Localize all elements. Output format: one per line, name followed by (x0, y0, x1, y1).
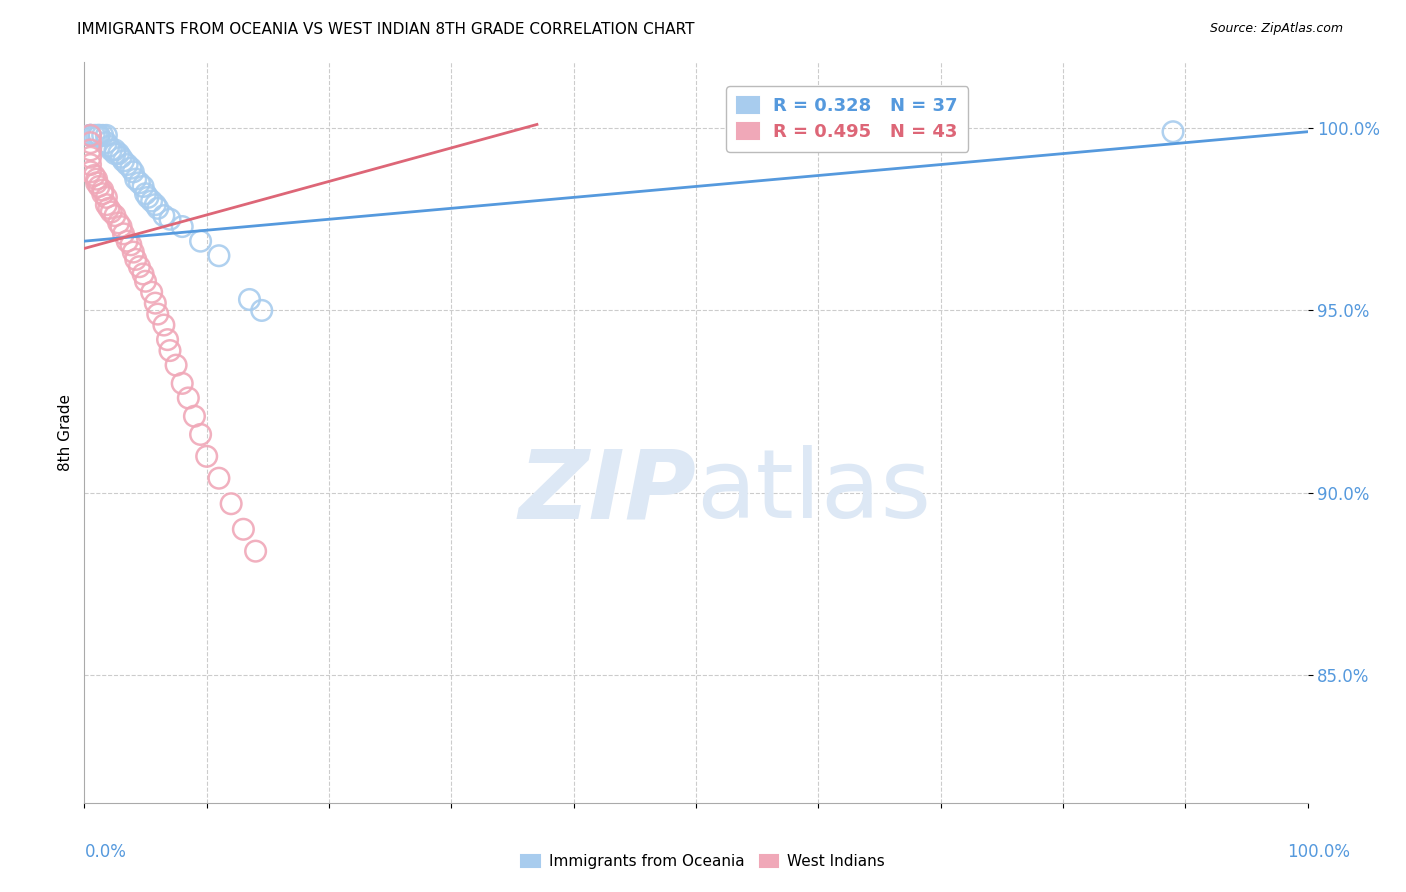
Point (104, 143, 127, 157)
Point (107, 216, 129, 230)
Point (79, 165, 101, 179)
Text: IMMIGRANTS FROM OCEANIA VS WEST INDIAN 8TH GRADE CORRELATION CHART: IMMIGRANTS FROM OCEANIA VS WEST INDIAN 8… (77, 22, 695, 37)
Point (172, 219, 194, 234)
Point (136, 190, 159, 204)
Point (79, 128, 101, 143)
Point (91, 186, 114, 201)
Point (79, 128, 101, 143)
Point (79, 128, 101, 143)
Point (112, 227, 135, 241)
Point (96, 128, 118, 143)
Point (87, 179, 110, 194)
Point (183, 409, 205, 424)
Text: Source: ZipAtlas.com: Source: ZipAtlas.com (1209, 22, 1343, 36)
Point (132, 179, 155, 194)
Point (122, 245, 145, 260)
Point (172, 376, 194, 391)
Point (190, 234, 212, 248)
Point (135, 186, 157, 201)
Legend: R = 0.328   N = 37, R = 0.495   N = 43: R = 0.328 N = 37, R = 0.495 N = 43 (725, 87, 969, 152)
Point (115, 157, 138, 171)
Point (110, 150, 132, 164)
Point (146, 307, 169, 321)
Point (120, 161, 142, 176)
Point (104, 209, 127, 223)
Text: 100.0%: 100.0% (1288, 843, 1350, 861)
Point (97, 139, 120, 153)
Point (100, 143, 122, 157)
Point (96, 136, 118, 150)
Point (141, 194, 163, 208)
Point (128, 260, 150, 274)
Point (245, 544, 267, 558)
Point (125, 172, 148, 186)
Point (91, 183, 114, 197)
Point (143, 197, 166, 211)
Point (125, 252, 148, 267)
Point (195, 450, 218, 464)
Point (250, 303, 273, 318)
Point (79, 128, 101, 143)
Point (91, 128, 114, 143)
Point (122, 165, 145, 179)
Point (107, 146, 129, 161)
Text: atlas: atlas (696, 445, 931, 539)
Point (87, 128, 110, 143)
Point (159, 212, 181, 227)
Point (141, 285, 163, 300)
Point (79, 157, 101, 171)
Point (86, 172, 108, 186)
Point (128, 176, 150, 190)
Point (87, 128, 110, 143)
Point (219, 497, 242, 511)
Point (83, 128, 105, 143)
Point (79, 150, 101, 164)
Point (110, 219, 132, 234)
Point (132, 267, 155, 281)
Point (238, 293, 260, 307)
Point (190, 427, 212, 442)
Point (112, 153, 135, 168)
Point (143, 296, 166, 310)
Point (96, 190, 118, 204)
Point (153, 209, 176, 223)
Point (165, 358, 187, 372)
Point (159, 343, 181, 358)
Point (232, 522, 254, 536)
Point (924, 128, 946, 143)
Point (83, 169, 105, 183)
Point (135, 274, 157, 288)
Text: ZIP: ZIP (517, 445, 696, 539)
Point (153, 318, 176, 332)
Point (208, 249, 231, 263)
Legend: Immigrants from Oceania, West Indians: Immigrants from Oceania, West Indians (515, 848, 891, 875)
Point (120, 237, 142, 252)
Y-axis label: 8th Grade: 8th Grade (58, 394, 73, 471)
Text: 0.0%: 0.0% (84, 843, 127, 861)
Point (146, 202, 169, 216)
Point (79, 136, 101, 150)
Point (79, 143, 101, 157)
Point (115, 234, 138, 248)
Point (86, 176, 108, 190)
Point (156, 333, 179, 347)
Point (86, 128, 108, 143)
Point (208, 471, 231, 485)
Point (1161, 125, 1184, 139)
Point (177, 391, 200, 405)
Point (100, 205, 122, 219)
Point (104, 146, 127, 161)
Point (97, 202, 120, 216)
Point (96, 197, 118, 211)
